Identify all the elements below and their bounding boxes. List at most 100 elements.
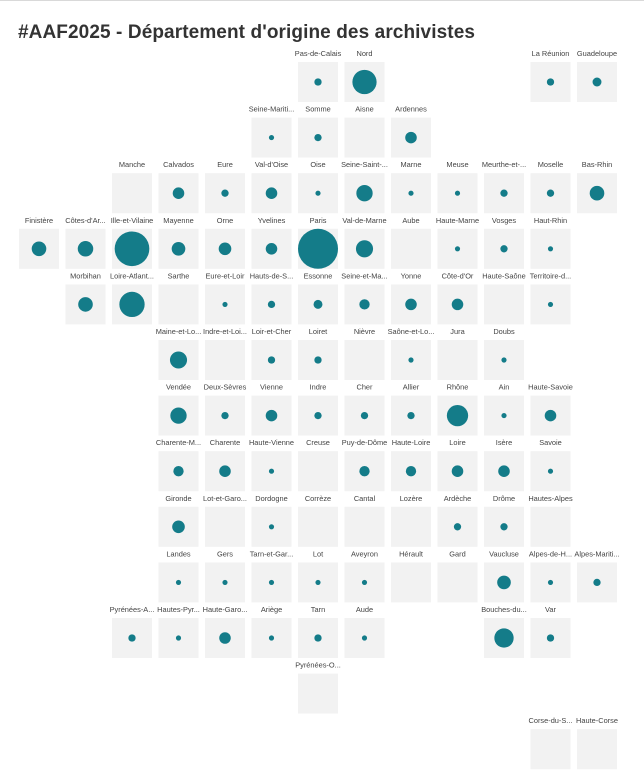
tile-30: Haut-Rhin [530, 216, 571, 269]
value-bubble [500, 523, 508, 531]
value-bubble [451, 298, 464, 311]
tile-label: Loire [449, 438, 465, 447]
value-bubble [408, 190, 414, 196]
value-bubble [547, 301, 554, 307]
value-bubble [267, 356, 276, 364]
tile-label: Indre [310, 383, 327, 392]
tile-label: Loiret [309, 327, 328, 336]
tile-41: Territoire-d... [530, 271, 571, 325]
tile-label: Cher [356, 383, 373, 392]
value-bubble [315, 190, 321, 196]
tile-6: Aisne [344, 105, 385, 158]
tile-75: Drôme [484, 494, 524, 547]
tile-35: Hauts-de-S... [250, 271, 293, 325]
tile-48: Jura [437, 327, 478, 380]
tile-label: Val-d'Oise [255, 160, 288, 169]
tile-33: Sarthe [158, 271, 199, 325]
tile-57: Ain [484, 383, 524, 436]
tile-label: Aude [356, 605, 373, 614]
tile-85: Alpes-de-H... [529, 549, 572, 603]
tile-background [530, 729, 571, 770]
tile-label: Meurthe-et-... [482, 160, 526, 169]
tile-55: Allier [391, 383, 431, 436]
value-bubble [593, 578, 601, 587]
value-bubble [219, 632, 231, 644]
tile-label: Puy-de-Dôme [342, 438, 388, 447]
tile-label: Finistère [25, 216, 53, 225]
value-bubble [265, 409, 278, 422]
tile-label: Deux-Sèvres [204, 383, 247, 392]
tile-14: Marne [391, 160, 431, 214]
value-bubble [498, 465, 510, 477]
top-divider [0, 0, 644, 1]
tile-66: Isère [484, 438, 524, 492]
value-bubble [405, 298, 417, 311]
tile-82: Hérault [391, 549, 431, 603]
tile-label: Calvados [163, 160, 194, 169]
tile-22: Mayenne [158, 216, 199, 269]
tile-74: Ardèche [437, 494, 478, 547]
tile-19: Finistère [19, 216, 59, 269]
tile-16: Meurthe-et-... [482, 160, 526, 214]
tile-21: Ille-et-Vilaine [111, 216, 153, 269]
tile-label: Hautes-Alpes [528, 494, 573, 503]
value-bubble [298, 228, 338, 269]
value-bubble [314, 411, 322, 420]
value-bubble [268, 135, 275, 141]
tile-background [344, 340, 385, 380]
tile-43: Indre-et-Loi... [203, 327, 247, 380]
value-bubble [265, 187, 278, 199]
tile-label: Nord [356, 49, 372, 58]
tile-23: Orne [205, 216, 245, 269]
tile-47: Saône-et-Lo... [388, 327, 435, 380]
tile-label: Charente [210, 438, 240, 447]
tile-27: Aube [391, 216, 431, 269]
tile-83: Gard [437, 549, 478, 603]
value-bubble [359, 466, 370, 477]
tile-89: Haute-Garo... [203, 605, 247, 658]
tile-label: Bouches-du... [481, 605, 527, 614]
tile-label: Corse-du-S... [529, 716, 573, 725]
tile-label: Tarn-et-Gar... [250, 549, 294, 558]
tile-18: Bas-Rhin [577, 160, 617, 214]
tile-background [484, 284, 524, 325]
tile-label: Aveyron [351, 549, 378, 558]
tile-label: Saône-et-Lo... [388, 327, 435, 336]
tile-background [112, 173, 152, 214]
tile-label: Corrèze [305, 494, 331, 503]
tile-58: Haute-Savoie [528, 383, 573, 436]
value-bubble [355, 240, 374, 258]
value-bubble [314, 78, 322, 86]
tile-67: Savoie [530, 438, 571, 492]
tile-label: Vaucluse [489, 549, 519, 558]
tile-label: Yvelines [258, 216, 286, 225]
tile-2: La Réunion [530, 49, 571, 102]
value-bubble [544, 409, 557, 422]
value-bubble [454, 190, 461, 196]
value-bubble [501, 413, 507, 419]
tile-1: Nord [344, 49, 385, 102]
tile-label: Ain [499, 383, 510, 392]
tile-label: Val-de-Marne [342, 216, 386, 225]
value-bubble [222, 579, 228, 585]
value-bubble [546, 78, 555, 86]
value-bubble [501, 357, 507, 363]
tile-label: Alpes-de-H... [529, 549, 572, 558]
tile-label: Ariège [261, 605, 282, 614]
tile-label: Essonne [304, 271, 333, 280]
tile-59: Charente-M... [156, 438, 201, 492]
value-bubble [547, 579, 554, 585]
tile-label: Vosges [492, 216, 517, 225]
tile-65: Loire [437, 438, 478, 492]
tile-label: Pyrénées-O... [295, 661, 341, 670]
value-bubble [356, 185, 373, 202]
tile-label: Seine-et-Ma... [341, 271, 387, 280]
tile-background [298, 506, 338, 547]
tile-label: Somme [305, 105, 330, 114]
tile-label: Bas-Rhin [582, 160, 612, 169]
tile-8: Manche [112, 160, 152, 214]
tile-background [298, 451, 338, 492]
tile-46: Nièvre [344, 327, 385, 380]
tile-49: Doubs [484, 327, 524, 380]
